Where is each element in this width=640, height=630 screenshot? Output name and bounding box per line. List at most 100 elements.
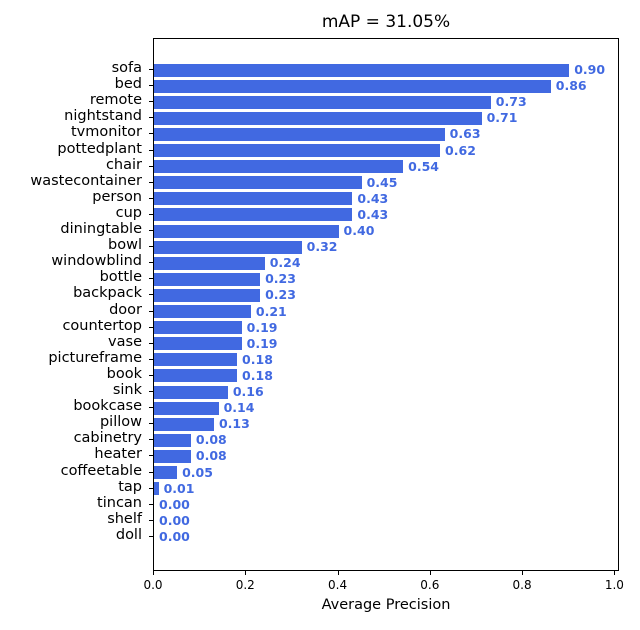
x-tick-label: 0.8: [512, 578, 532, 592]
y-tick-label: remote: [89, 92, 142, 109]
bar-pictureframe: [154, 353, 238, 367]
x-tick: [153, 571, 154, 575]
plot-area: 0.90 0.86 0.73 0.71 0.63 0.62 0.54 0.45 0.43 0.43…: [153, 38, 619, 571]
bar-door: [154, 305, 251, 318]
value-label: 0.16: [232, 384, 264, 399]
y-tick: [149, 455, 153, 457]
bar-bottle: [154, 272, 261, 286]
y-tick: [149, 374, 153, 376]
bar-tap: [154, 482, 159, 496]
value-label: 0.01: [163, 480, 195, 496]
y-tick: [149, 230, 153, 231]
value-label: 0.63: [449, 126, 481, 142]
bar-bowl: [154, 240, 302, 254]
bar-cabinetry: [154, 433, 191, 447]
bar-diningtable: [154, 224, 339, 238]
bar-pottedplant: [154, 144, 441, 157]
chart-title: mAP = 31.05%: [321, 12, 451, 32]
y-tick: [149, 149, 153, 151]
value-label: 0.00: [159, 496, 190, 512]
y-tick-label: tvmonitor: [71, 124, 142, 141]
y-tick-label: cup: [115, 204, 142, 221]
value-label: 0.90: [574, 62, 606, 77]
y-tick-label: person: [92, 188, 142, 205]
value-label: 0.62: [445, 142, 476, 158]
value-label: 0.18: [242, 367, 273, 383]
y-tick: [149, 535, 153, 537]
y-tick-label: bowl: [108, 237, 142, 254]
y-tick-label: countertop: [62, 317, 142, 334]
y-tick-label: sofa: [111, 60, 142, 76]
x-tick: [614, 571, 616, 575]
value-label: 0.19: [246, 335, 278, 351]
x-tick-label: 0.2: [235, 578, 255, 592]
bar-bookcase: [154, 401, 219, 415]
value-label: 0.08: [195, 432, 227, 448]
y-tick: [149, 133, 153, 135]
bar-countertop: [154, 321, 242, 335]
y-tick: [149, 246, 153, 248]
y-tick-label: nightstand: [64, 108, 142, 125]
bar-nightstand: [154, 111, 482, 125]
y-tick: [149, 262, 153, 264]
bar-cup: [154, 208, 353, 222]
value-label: 0.13: [218, 416, 250, 432]
value-label: 0.08: [195, 448, 227, 464]
value-label: 0.54: [408, 158, 439, 174]
bar-tvmonitor: [154, 127, 445, 141]
value-label: 0.00: [159, 512, 190, 528]
y-tick-label: chair: [105, 156, 142, 173]
y-tick: [149, 519, 153, 521]
y-tick: [149, 358, 153, 360]
bar-windowblind: [154, 256, 265, 270]
y-tick-label: bottle: [99, 269, 142, 286]
y-tick-label: windowblind: [51, 253, 142, 270]
value-label: 0.45: [366, 174, 398, 190]
bar-wastecontainer: [154, 176, 362, 190]
x-tick: [522, 571, 524, 575]
y-tick-label: book: [106, 365, 142, 382]
y-tick: [149, 342, 153, 344]
bar-pillow: [154, 417, 214, 431]
value-label: 0.40: [343, 223, 375, 238]
bar-bed: [154, 79, 551, 93]
x-tick-label: 0.6: [420, 578, 440, 592]
bar-sofa: [154, 63, 570, 77]
x-tick: [429, 571, 431, 575]
y-tick-label: tincan: [97, 494, 142, 511]
value-label: 0.00: [159, 528, 190, 544]
y-tick: [149, 391, 153, 392]
y-tick-label: heater: [94, 446, 142, 463]
y-tick: [149, 181, 153, 183]
value-label: 0.21: [255, 303, 287, 319]
value-label: 0.05: [182, 464, 213, 480]
y-tick: [149, 503, 153, 505]
bar-coffeetable: [154, 466, 178, 479]
value-label: 0.86: [555, 78, 587, 94]
value-label: 0.73: [495, 94, 527, 110]
y-tick-label: doll: [115, 526, 142, 543]
bar-person: [154, 192, 353, 206]
y-tick: [149, 213, 153, 215]
y-tick-label: vase: [108, 333, 142, 350]
x-tick-label: 1.0: [604, 578, 624, 592]
y-tick-label: diningtable: [60, 221, 142, 237]
y-tick: [149, 278, 153, 280]
value-label: 0.71: [486, 110, 518, 126]
y-tick: [149, 487, 153, 489]
x-tick-label: 0.0: [143, 578, 163, 592]
y-tick-label: tap: [118, 478, 142, 495]
y-tick: [149, 439, 153, 441]
y-tick: [149, 294, 153, 296]
y-tick: [149, 471, 153, 473]
y-tick: [149, 85, 153, 87]
y-tick-label: pillow: [99, 414, 142, 431]
y-tick-label: bed: [114, 76, 142, 93]
y-tick: [149, 117, 153, 119]
value-label: 0.23: [265, 287, 296, 303]
value-label: 0.19: [246, 319, 278, 335]
y-tick-label: sink: [112, 382, 142, 398]
x-axis-title: Average Precision: [321, 597, 451, 613]
bar-backpack: [154, 288, 261, 302]
y-tick: [149, 310, 153, 312]
